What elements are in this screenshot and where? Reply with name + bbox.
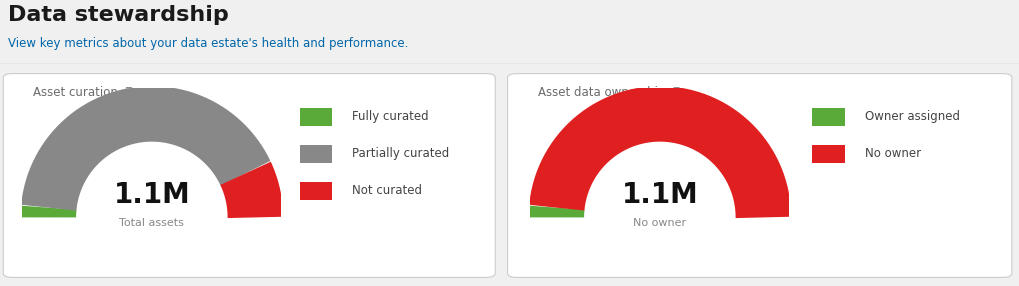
- FancyBboxPatch shape: [301, 145, 332, 163]
- Text: 1.1M: 1.1M: [622, 181, 698, 208]
- Text: Fully curated: Fully curated: [352, 110, 428, 123]
- FancyBboxPatch shape: [507, 74, 1012, 277]
- Text: Data stewardship: Data stewardship: [8, 5, 229, 25]
- Text: Not curated: Not curated: [352, 184, 422, 197]
- Text: No owner: No owner: [864, 147, 921, 160]
- Text: Total assets: Total assets: [119, 218, 184, 228]
- Text: Partially curated: Partially curated: [352, 147, 448, 160]
- FancyBboxPatch shape: [301, 182, 332, 200]
- FancyBboxPatch shape: [3, 74, 495, 277]
- Text: Owner assigned: Owner assigned: [864, 110, 960, 123]
- Text: Asset data ownership  ⓘ: Asset data ownership ⓘ: [538, 86, 680, 99]
- Text: 1.1M: 1.1M: [113, 181, 191, 208]
- FancyBboxPatch shape: [301, 108, 332, 126]
- FancyBboxPatch shape: [812, 108, 845, 126]
- Text: No owner: No owner: [633, 218, 687, 228]
- Text: Asset curation  ⓘ: Asset curation ⓘ: [33, 86, 131, 99]
- FancyBboxPatch shape: [812, 145, 845, 163]
- Text: View key metrics about your data estate's health and performance.: View key metrics about your data estate'…: [8, 37, 409, 50]
